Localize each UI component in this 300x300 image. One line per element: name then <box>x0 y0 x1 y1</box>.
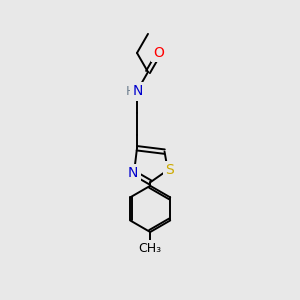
Text: N: N <box>128 166 138 180</box>
Text: CH₃: CH₃ <box>139 242 162 255</box>
Text: N: N <box>133 84 143 98</box>
Text: H: H <box>125 85 135 98</box>
Text: O: O <box>154 46 164 60</box>
Text: S: S <box>165 163 174 177</box>
